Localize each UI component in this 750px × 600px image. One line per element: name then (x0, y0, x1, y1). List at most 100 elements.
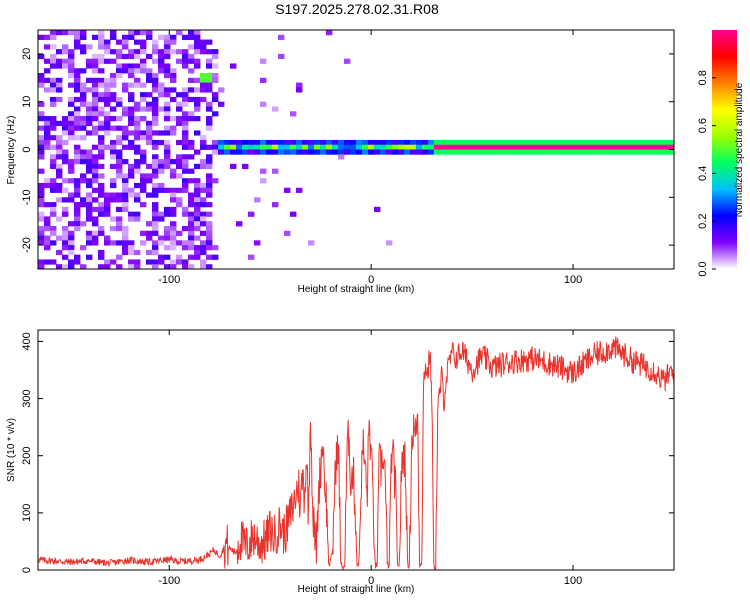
spectrogram-cell (128, 240, 135, 246)
spectrogram-cell (566, 144, 573, 150)
spectrogram-cell (326, 144, 333, 150)
spectrogram-cell (122, 178, 129, 184)
spectrogram-cell (50, 154, 57, 160)
spectrogram-cell (116, 125, 123, 131)
spectrogram-cell (206, 116, 213, 122)
spectrogram-cell (38, 116, 45, 122)
spectrogram-cell (56, 235, 63, 241)
spectrogram-cell (74, 149, 81, 155)
spectrogram-cell (278, 149, 285, 155)
spectrogram-cell (116, 206, 123, 213)
spectrogram-cell (44, 182, 51, 189)
spectrogram-cell (182, 206, 189, 213)
spectrogram-cell (110, 58, 117, 64)
spectrogram-cell (164, 39, 171, 45)
colorbar-label: Normalized spectral amplitude (734, 82, 745, 217)
spectrogram-cell (242, 149, 249, 155)
spectrogram-cell (86, 178, 93, 184)
spectrogram-cell (128, 116, 135, 122)
spectrogram-cell (92, 34, 99, 40)
spectrogram-cell (644, 144, 651, 150)
spectrogram-cell (392, 149, 399, 155)
spectrogram-cell (74, 225, 81, 232)
spectrogram-cell (620, 139, 627, 146)
spectrogram-cell (38, 125, 45, 131)
spectrogram-cell (68, 111, 75, 117)
spectrogram-cell (50, 58, 57, 64)
spectrogram-cell (194, 235, 201, 241)
spectrogram-cell (212, 111, 219, 117)
spectrogram-cell (38, 53, 45, 60)
spectrogram-cell (128, 63, 135, 69)
spectrogram-cell (164, 49, 171, 55)
spectrogram-cell (140, 92, 147, 98)
spectrogram-cell (170, 173, 177, 179)
spectrogram-cell (170, 39, 177, 45)
spectrogram-cell (194, 106, 201, 112)
spectrogram-cell (200, 73, 207, 79)
spectrogram-cell (260, 168, 267, 174)
spectrogram-cell (194, 58, 201, 64)
spectrogram-cell (74, 96, 81, 103)
spectrogram-cell (188, 211, 195, 217)
spectrogram-cell (200, 159, 207, 165)
spectrogram-cell (98, 192, 105, 198)
spectrogram-cell (92, 82, 99, 88)
spectrogram-cell (176, 187, 183, 193)
spectrogram-cell (92, 168, 99, 174)
spectrogram-cell (110, 125, 117, 131)
spectrogram-cell (116, 73, 123, 79)
spectrogram-cell (236, 139, 243, 146)
spectrogram-cell (368, 144, 375, 150)
spectrogram-cell (338, 139, 345, 146)
spectrogram-cell (152, 73, 159, 79)
spectrogram-cell (140, 230, 147, 236)
spectrogram-cell (146, 106, 153, 112)
spectrogram-cell (182, 53, 189, 60)
spectrogram-cell (386, 149, 393, 155)
spectrogram-cell (206, 49, 213, 55)
spectrogram-cell (608, 149, 615, 155)
spectrogram-cell (146, 53, 153, 60)
spectrogram-cell (212, 73, 219, 79)
spectrogram-cell (254, 197, 261, 203)
spectrogram-cell (338, 149, 345, 155)
spectrogram-cell (56, 87, 63, 93)
chart-title: S197.2025.278.02.31.R08 (275, 1, 439, 17)
spectrogram-cell (92, 92, 99, 98)
spectrogram-cell (164, 230, 171, 236)
spectrogram-cell (212, 245, 219, 251)
spectrogram-cell (182, 58, 189, 64)
spectrogram-cell (98, 106, 105, 112)
spectrogram-cell (74, 206, 81, 213)
spectrogram-cell (644, 139, 651, 146)
spectrogram-cell (74, 125, 81, 131)
spectrogram-cell (260, 144, 267, 150)
spectrogram-cell (38, 264, 45, 269)
spectrogram-cell (128, 96, 135, 103)
spectrogram-cell (440, 139, 447, 146)
spectrogram-cell (116, 149, 123, 155)
spectrogram-cell (572, 144, 579, 150)
spectrogram-cell (92, 111, 99, 117)
spectrogram-cell (68, 197, 75, 203)
spectrogram-cell (62, 187, 69, 193)
spectrogram-cell (140, 182, 147, 189)
spectrogram-cell (332, 139, 339, 146)
spectrogram-cell (80, 30, 87, 36)
spectrogram-cell (206, 182, 213, 189)
spectrogram-cell (584, 139, 591, 146)
spectrogram-cell (206, 178, 213, 184)
spectrogram-cell (158, 106, 165, 112)
spectrogram-cell (56, 264, 63, 269)
spectrogram-cell (110, 77, 117, 83)
spectrogram-cell (248, 211, 255, 217)
spectrogram-cell (92, 235, 99, 241)
spectrogram-cell (56, 139, 63, 146)
spectrogram-cell (200, 245, 207, 251)
spectrogram-cell (110, 197, 117, 203)
spectrogram-cell (542, 144, 549, 150)
spectrogram-cell (188, 178, 195, 184)
spectrogram-cell (44, 34, 51, 40)
spectrogram-cell (188, 230, 195, 236)
